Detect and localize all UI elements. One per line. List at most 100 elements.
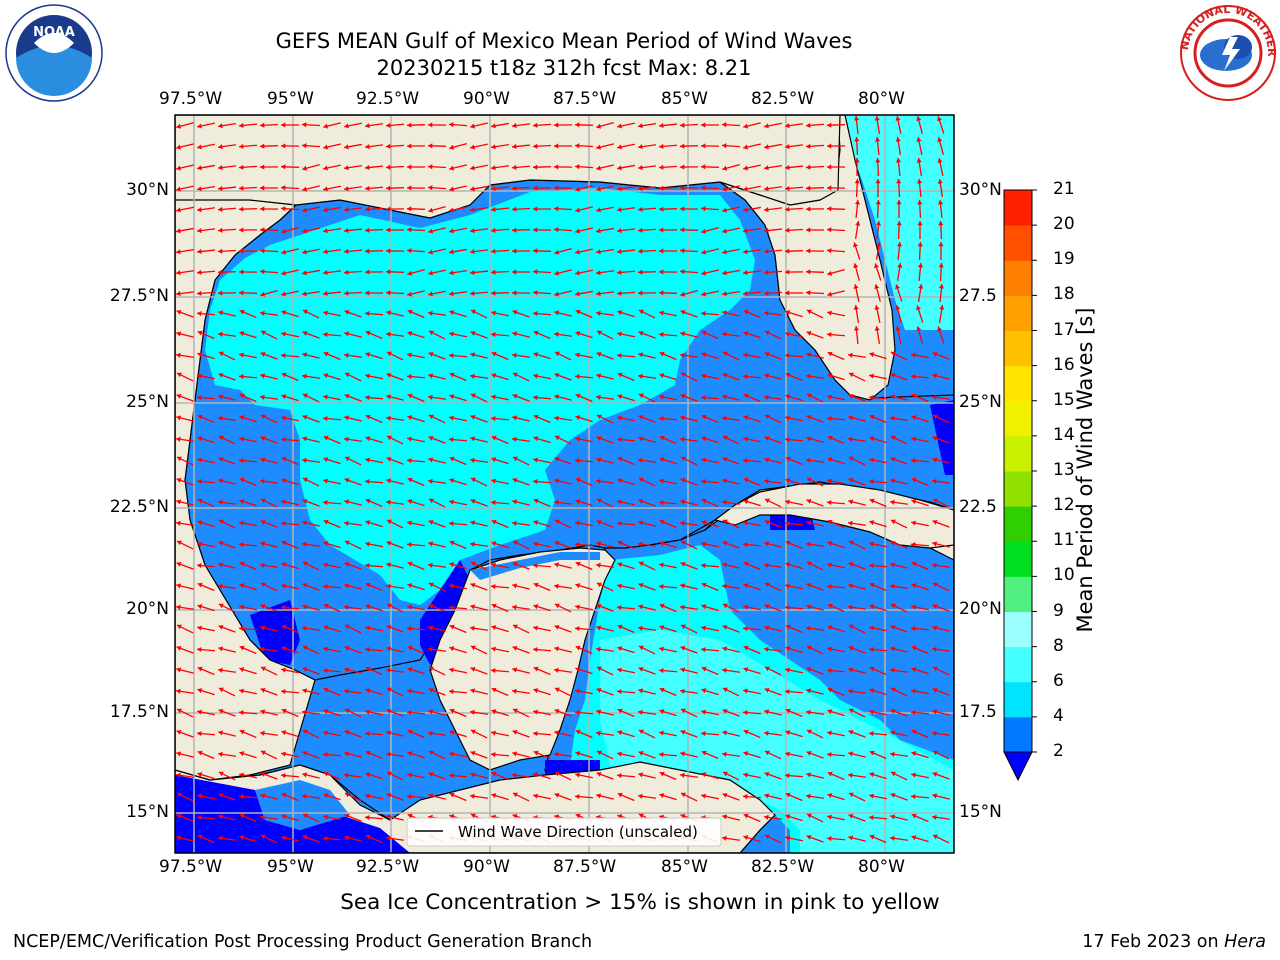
direction-arrow (806, 309, 824, 319)
direction-arrow (491, 351, 509, 361)
direction-arrow (554, 478, 572, 485)
map-gridlines (175, 115, 954, 853)
direction-arrow (176, 667, 194, 674)
direction-arrow (386, 394, 404, 401)
direction-arrow (491, 143, 509, 150)
direction-arrow (895, 284, 903, 302)
direction-arrow (700, 311, 720, 317)
direction-arrow (386, 372, 404, 381)
direction-arrow (428, 709, 446, 716)
direction-arrow (658, 584, 678, 590)
direction-arrow (743, 143, 761, 150)
direction-arrow (259, 206, 279, 212)
direction-arrow (659, 646, 677, 653)
direction-arrow (365, 330, 383, 340)
direction-arrow (826, 332, 846, 338)
direction-arrow (853, 242, 861, 260)
direction-arrow (596, 582, 614, 592)
direction-arrow (259, 646, 279, 652)
direction-arrow (932, 351, 950, 360)
direction-arrow (217, 583, 237, 589)
direction-arrow (848, 456, 866, 466)
direction-arrow (721, 667, 741, 673)
direction-arrow (743, 520, 761, 527)
direction-arrow (176, 372, 194, 382)
direction-arrow (281, 624, 299, 634)
direction-arrow (470, 729, 488, 739)
direction-arrow (827, 457, 845, 465)
direction-arrow (658, 143, 678, 149)
direction-arrow (785, 814, 803, 822)
direction-arrow (826, 668, 846, 674)
direction-arrow (827, 709, 845, 717)
direction-arrow (826, 836, 846, 842)
direction-arrow (407, 331, 425, 339)
direction-arrow (238, 227, 258, 233)
direction-arrow (854, 221, 861, 239)
direction-arrow (554, 394, 572, 401)
direction-arrow (931, 814, 951, 820)
direction-arrow (407, 645, 425, 655)
direction-arrow (785, 540, 803, 550)
direction-arrow (386, 708, 404, 717)
central-america-lowland-sea (175, 775, 410, 853)
direction-arrow (238, 458, 258, 464)
direction-arrow (533, 414, 551, 424)
direction-arrow (932, 519, 950, 528)
direction-arrow (238, 269, 258, 275)
direction-arrow (722, 435, 740, 445)
direction-arrow (239, 561, 257, 571)
direction-arrow (659, 562, 677, 569)
direction-arrow (428, 625, 446, 632)
direction-arrow (637, 248, 657, 254)
direction-arrow (260, 414, 278, 424)
direction-arrow (911, 729, 929, 739)
direction-arrow (911, 772, 929, 779)
direction-arrow (911, 645, 929, 655)
direction-arrow (827, 814, 845, 821)
direction-arrow (596, 498, 614, 508)
direction-arrow (848, 729, 866, 738)
direction-arrow (532, 731, 552, 737)
direction-arrow (512, 372, 530, 382)
direction-arrow (616, 269, 636, 275)
direction-arrow (637, 227, 657, 233)
direction-arrow (449, 792, 467, 802)
direction-arrow (217, 206, 237, 212)
direction-arrow (659, 771, 677, 781)
direction-arrow (617, 667, 635, 674)
direction-arrow (617, 372, 635, 382)
direction-arrow (428, 541, 446, 548)
direction-arrow (638, 393, 656, 403)
direction-arrow (680, 290, 698, 297)
direction-arrow (869, 750, 887, 760)
direction-arrow (491, 478, 509, 485)
direction-arrow (532, 269, 552, 275)
direction-arrow (916, 326, 923, 344)
direction-arrow (512, 751, 530, 758)
direction-arrow (722, 730, 740, 737)
direction-arrow (853, 263, 860, 281)
direction-arrow (197, 498, 215, 508)
direction-arrow (259, 562, 279, 568)
direction-arrow (721, 331, 741, 337)
direction-arrow (931, 562, 951, 568)
direction-arrow (281, 394, 299, 402)
direction-arrow (638, 520, 656, 527)
direction-arrow (490, 290, 510, 296)
direction-arrow (260, 582, 278, 592)
direction-arrow (491, 394, 509, 401)
plot-title-line2: 20230215 t18z 312h fcst Max: 8.21 (376, 56, 752, 80)
direction-arrow (449, 583, 467, 590)
direction-arrow (218, 603, 236, 613)
direction-arrow (512, 645, 530, 654)
direction-arrow (784, 123, 804, 129)
direction-arrow (302, 772, 320, 779)
direction-arrow (197, 625, 215, 632)
direction-arrow (895, 305, 902, 323)
colorbar-segment (1004, 471, 1032, 507)
direction-arrow (218, 394, 236, 401)
direction-arrow (302, 164, 320, 171)
direction-arrow (365, 414, 383, 424)
direction-arrow (428, 269, 446, 276)
